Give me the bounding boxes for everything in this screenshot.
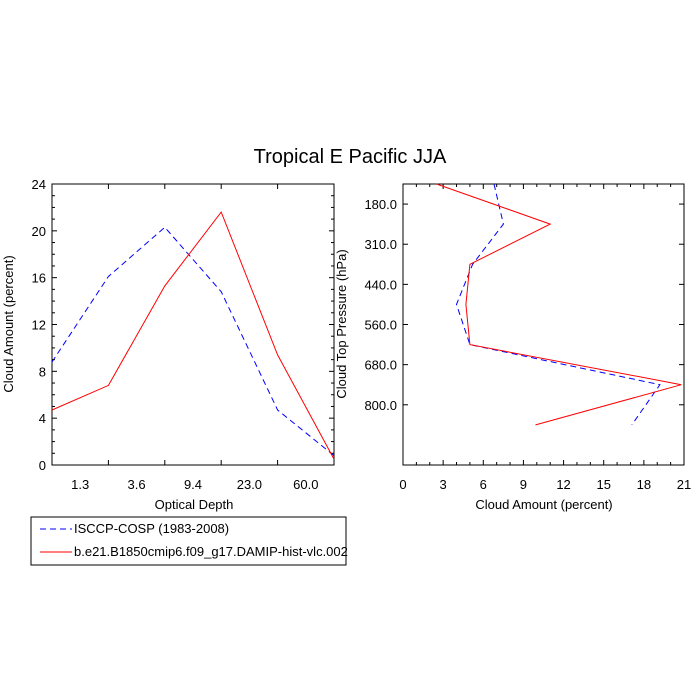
left-y-tick-label: 20 bbox=[32, 224, 46, 239]
right-y-tick-label: 180.0 bbox=[364, 197, 397, 212]
right-y-tick-label: 560.0 bbox=[364, 318, 397, 333]
right-x-tick-label: 3 bbox=[440, 477, 447, 492]
right-y-axis-label: Cloud Top Pressure (hPa) bbox=[334, 249, 349, 398]
right-ticks: 0 3 6 9 12 15 18 21 180.0 310.0 440.0 560.0 680.0 800… bbox=[364, 184, 691, 492]
optical-depth-panel: 0 4 8 12 16 20 24 1.3 3.6 9.4 23.0 60.0 Optical Dep… bbox=[1, 177, 335, 512]
left-plot-frame bbox=[51, 183, 335, 466]
left-x-tick-label: 3.6 bbox=[128, 477, 146, 492]
right-series-isccp bbox=[455, 183, 661, 426]
left-x-axis-label: Optical Depth bbox=[155, 497, 234, 512]
left-y-tick-label: 16 bbox=[32, 271, 46, 286]
left-x-tick-label: 60.0 bbox=[293, 477, 318, 492]
left-y-tick-label: 4 bbox=[39, 411, 46, 426]
left-series-isccp bbox=[51, 226, 335, 456]
left-y-tick-label: 0 bbox=[39, 458, 46, 473]
right-x-axis-label: Cloud Amount (percent) bbox=[475, 497, 612, 512]
right-x-tick-label: 18 bbox=[637, 477, 651, 492]
right-x-tick-label: 12 bbox=[556, 477, 570, 492]
right-y-tick-label: 800.0 bbox=[364, 398, 397, 413]
right-x-tick-label: 15 bbox=[596, 477, 610, 492]
left-series bbox=[51, 211, 335, 460]
cloud-top-pressure-panel: 0 3 6 9 12 15 18 21 180.0 310.0 440.0 560.0 680.0 800… bbox=[334, 183, 691, 512]
right-x-tick-label: 0 bbox=[399, 477, 406, 492]
left-x-tick-label: 1.3 bbox=[71, 477, 89, 492]
right-x-tick-label: 21 bbox=[677, 477, 691, 492]
left-y-tick-label: 12 bbox=[32, 318, 46, 333]
left-y-tick-label: 24 bbox=[32, 177, 46, 192]
legend-label-model: b.e21.B1850cmip6.f09_g17.DAMIP-hist-vlc.… bbox=[74, 544, 348, 559]
left-series-model bbox=[51, 211, 335, 460]
right-y-tick-label: 440.0 bbox=[364, 277, 397, 292]
legend-box bbox=[30, 516, 347, 566]
right-x-tick-label: 9 bbox=[520, 477, 527, 492]
legend-label-isccp: ISCCP-COSP (1983-2008) bbox=[74, 521, 229, 536]
right-series-model bbox=[436, 183, 682, 426]
right-y-tick-label: 680.0 bbox=[364, 358, 397, 373]
left-x-tick-label: 23.0 bbox=[237, 477, 262, 492]
right-series bbox=[436, 183, 682, 426]
left-y-tick-label: 8 bbox=[39, 364, 46, 379]
legend: ISCCP-COSP (1983-2008) b.e21.B1850cmip6.… bbox=[30, 516, 348, 566]
right-x-tick-label: 6 bbox=[480, 477, 487, 492]
figure-title: Tropical E Pacific JJA bbox=[254, 146, 447, 168]
right-y-tick-label: 310.0 bbox=[364, 237, 397, 252]
left-y-axis-label: Cloud Amount (percent) bbox=[1, 255, 16, 392]
left-x-tick-label: 9.4 bbox=[184, 477, 202, 492]
left-ticks: 0 4 8 12 16 20 24 1.3 3.6 9.4 23.0 60.0 bbox=[32, 177, 334, 492]
